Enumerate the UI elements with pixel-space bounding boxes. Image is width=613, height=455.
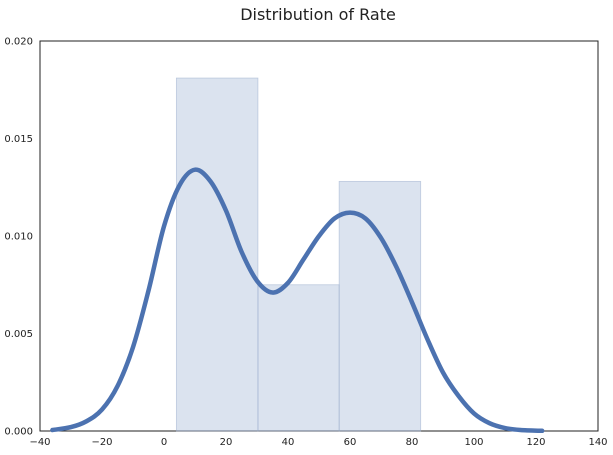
x-tick-label: 120	[526, 437, 545, 448]
y-tick-label: 0.010	[4, 232, 33, 243]
x-tick-label: 140	[588, 437, 607, 448]
x-tick-label: 0	[161, 437, 167, 448]
kde-layer	[50, 167, 545, 434]
x-tick-label: −40	[29, 437, 50, 448]
histogram-bars	[175, 77, 422, 432]
x-tick-label: 40	[282, 437, 295, 448]
kde-curve	[50, 167, 545, 434]
histogram-bar-3	[338, 180, 422, 432]
y-axis-ticks: 0.000 0.005 0.010 0.015 0.020	[4, 37, 33, 438]
x-tick-label: 80	[406, 437, 419, 448]
y-tick-label: 0.020	[4, 37, 33, 48]
histogram-bar-1	[175, 77, 259, 432]
y-tick-label: 0.005	[4, 329, 33, 340]
x-tick-label: 20	[220, 437, 233, 448]
chart-title: Distribution of Rate	[240, 5, 396, 24]
x-tick-label: 60	[344, 437, 357, 448]
y-tick-label: 0.015	[4, 134, 33, 145]
histogram-bar-2	[257, 284, 340, 432]
y-tick-label: 0.000	[4, 427, 33, 438]
x-tick-label: −20	[91, 437, 112, 448]
x-axis-ticks: −40 −20 0 20 40 60 80 100 120 140	[29, 437, 607, 448]
x-tick-label: 100	[464, 437, 483, 448]
